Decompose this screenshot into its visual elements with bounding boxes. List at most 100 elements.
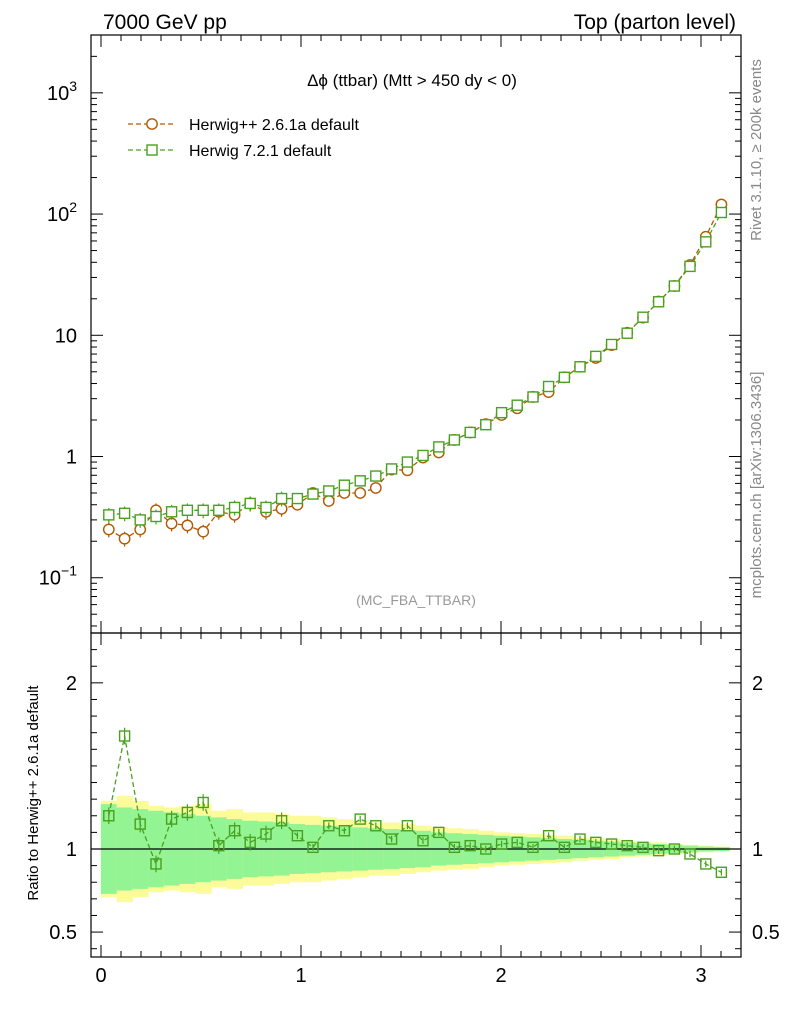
ratio-data-point xyxy=(495,838,508,850)
data-point xyxy=(291,492,304,505)
ratio-data-point xyxy=(605,838,618,850)
y-tick-label: 2 xyxy=(752,673,763,695)
ratio-data-point xyxy=(338,825,351,837)
main-title: Δϕ (ttbar) (Mtt > 450 dy < 0) xyxy=(307,71,517,90)
ratio-data-point xyxy=(433,826,445,839)
ratio-data-point xyxy=(668,843,681,855)
header-left: 7000 GeV pp xyxy=(103,11,227,34)
y-tick-label: 0.5 xyxy=(49,922,77,944)
x-tick-label: 0 xyxy=(95,965,106,987)
mcplots-label: mcplots.cern.ch [arXiv:1306.3436] xyxy=(748,372,765,599)
ratio-data-point xyxy=(260,828,272,840)
ratio-data-point xyxy=(401,820,414,832)
y-tick-label: 102 xyxy=(47,199,77,226)
main-plot-area: 10−1 1 10 102 103 xyxy=(39,34,742,633)
ratio-data-point xyxy=(542,830,555,842)
data-point xyxy=(102,523,115,536)
ratio-data-point xyxy=(244,836,256,849)
ratio-data-point xyxy=(197,796,209,809)
legend-marker xyxy=(146,118,158,130)
ratio-data-point xyxy=(700,858,712,870)
y-tick-label: 1 xyxy=(66,447,77,469)
ratio-data-point xyxy=(480,843,492,855)
ratio-data-point xyxy=(590,836,602,849)
data-point xyxy=(464,426,476,439)
data-point xyxy=(652,296,665,308)
ratio-data-point xyxy=(370,820,382,832)
data-point xyxy=(433,441,445,453)
data-point xyxy=(700,236,712,248)
data-point xyxy=(621,327,633,339)
data-point xyxy=(260,501,272,514)
y-tick-label: 1 xyxy=(66,839,77,861)
x-tick-label: 3 xyxy=(695,965,706,987)
data-point xyxy=(527,391,539,403)
ratio-data-point xyxy=(307,841,319,854)
x-tick-label: 1 xyxy=(295,965,306,987)
data-point xyxy=(197,525,210,538)
data-point xyxy=(558,371,571,384)
series-line xyxy=(108,212,722,521)
data-point xyxy=(244,497,256,510)
ratio-data-point xyxy=(558,841,571,854)
ratio-y-axis-label: Ratio to Herwig++ 2.6.1a default xyxy=(25,685,42,901)
ratio-data-point xyxy=(103,810,115,822)
ratio-data-point xyxy=(417,834,429,847)
data-point xyxy=(322,495,335,507)
data-point xyxy=(118,532,131,545)
ratio-data-point xyxy=(684,848,696,860)
ratio-data-point xyxy=(150,858,162,870)
y-tick-label: 1 xyxy=(752,839,763,861)
data-point xyxy=(354,475,366,487)
data-point xyxy=(684,260,696,273)
ratio-data-point xyxy=(228,825,241,837)
y-tick-label: 0.5 xyxy=(752,922,780,944)
data-point xyxy=(542,380,555,393)
data-point xyxy=(118,507,131,520)
ratio-panel-frame xyxy=(90,632,742,958)
ratio-data-point xyxy=(385,833,398,845)
data-point xyxy=(150,510,162,523)
legend: Herwig++ 2.6.1a default Herwig 7.2.1 defa… xyxy=(128,117,359,160)
ratio-data-point xyxy=(275,815,288,827)
data-point xyxy=(323,485,335,497)
data-point xyxy=(417,449,429,462)
y-tick-label: 2 xyxy=(66,673,77,695)
ratio-data-point xyxy=(652,844,665,857)
main-panel: 10−1 1 10 102 103 Δϕ (ttbar) (Mtt > 450 dy <… xyxy=(39,34,742,634)
data-point xyxy=(574,361,586,373)
y-tick-label: 10−1 xyxy=(39,563,77,590)
y-tick-label: 10 xyxy=(55,325,77,347)
data-point xyxy=(385,463,398,475)
ratio-data-point xyxy=(323,820,335,832)
ratio-data-point xyxy=(464,839,476,852)
data-point xyxy=(307,488,319,500)
ratio-data-point xyxy=(637,841,649,854)
data-point xyxy=(715,206,728,219)
data-point xyxy=(275,492,288,505)
ratio-data-point xyxy=(181,806,194,819)
data-point xyxy=(480,418,492,431)
ratio-data-point xyxy=(621,839,633,852)
data-point xyxy=(338,479,351,491)
ratio-data-point xyxy=(511,836,523,849)
data-point xyxy=(228,501,241,514)
data-point xyxy=(181,519,194,532)
ratio-data-point xyxy=(118,730,131,742)
ratio-data-point xyxy=(574,833,586,845)
rivet-label: Rivet 3.1.10, ≥ 200k events xyxy=(748,59,765,241)
legend-entry: Herwig++ 2.6.1a default xyxy=(189,117,359,134)
data-point xyxy=(197,504,209,516)
ratio-data-point xyxy=(134,818,146,830)
data-point xyxy=(637,311,649,323)
data-point xyxy=(165,517,178,530)
data-point xyxy=(103,509,115,521)
data-point xyxy=(605,338,618,351)
ratio-plot-area: 0.5 0.5 1 1 2 2 0 1 2 3 xyxy=(49,632,780,987)
ratio-series-line xyxy=(108,735,722,873)
data-point xyxy=(590,350,602,363)
data-point xyxy=(495,406,508,419)
data-point xyxy=(370,470,382,482)
series-line xyxy=(108,204,722,540)
